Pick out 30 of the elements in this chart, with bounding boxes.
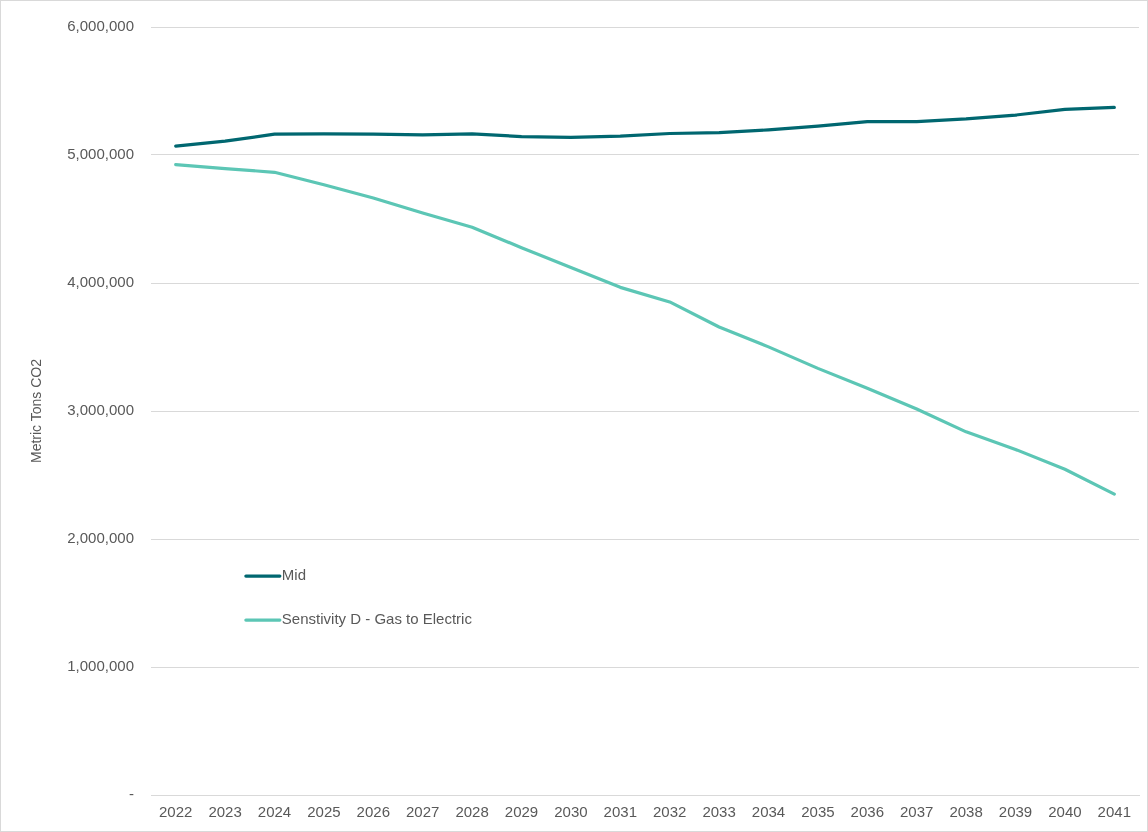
x-tick-label: 2029 [504,803,539,821]
x-tick-label: 2039 [998,803,1033,821]
x-tick-label: 2041 [1097,803,1131,821]
y-tick-label: 4,000,000 [67,273,134,291]
x-tick-label: 2022 [159,803,193,821]
x-tick-label: 2036 [850,803,884,821]
x-tick-label: 2023 [208,803,242,821]
y-tick-label: 6,000,000 [67,17,134,35]
y-tick-label: 2,000,000 [67,529,134,547]
x-tick-label: 2028 [455,803,489,821]
x-tick-label: 2035 [801,803,835,821]
y-tick-label: 3,000,000 [67,401,134,419]
x-tick-label: 2034 [751,803,786,821]
y-axis-title: Metric Tons CO2 [28,358,45,463]
x-tick-label: 2038 [949,803,983,821]
legend-label: Mid [281,566,307,584]
x-tick-label: 2040 [1048,803,1082,821]
x-tick-label: 2026 [356,803,390,821]
y-tick-label: 5,000,000 [67,145,134,163]
x-tick-label: 2025 [307,803,341,821]
y-tick-label: - [129,785,134,803]
x-tick-label: 2037 [900,803,934,821]
x-tick-label: 2033 [702,803,736,821]
x-tick-label: 2032 [653,803,687,821]
y-tick-label: 1,000,000 [67,657,134,675]
legend-label: Senstivity D - Gas to Electric [281,610,473,628]
x-tick-label: 2027 [406,803,440,821]
x-tick-label: 2031 [603,803,637,821]
x-tick-label: 2030 [554,803,588,821]
x-tick-label: 2024 [257,803,292,821]
